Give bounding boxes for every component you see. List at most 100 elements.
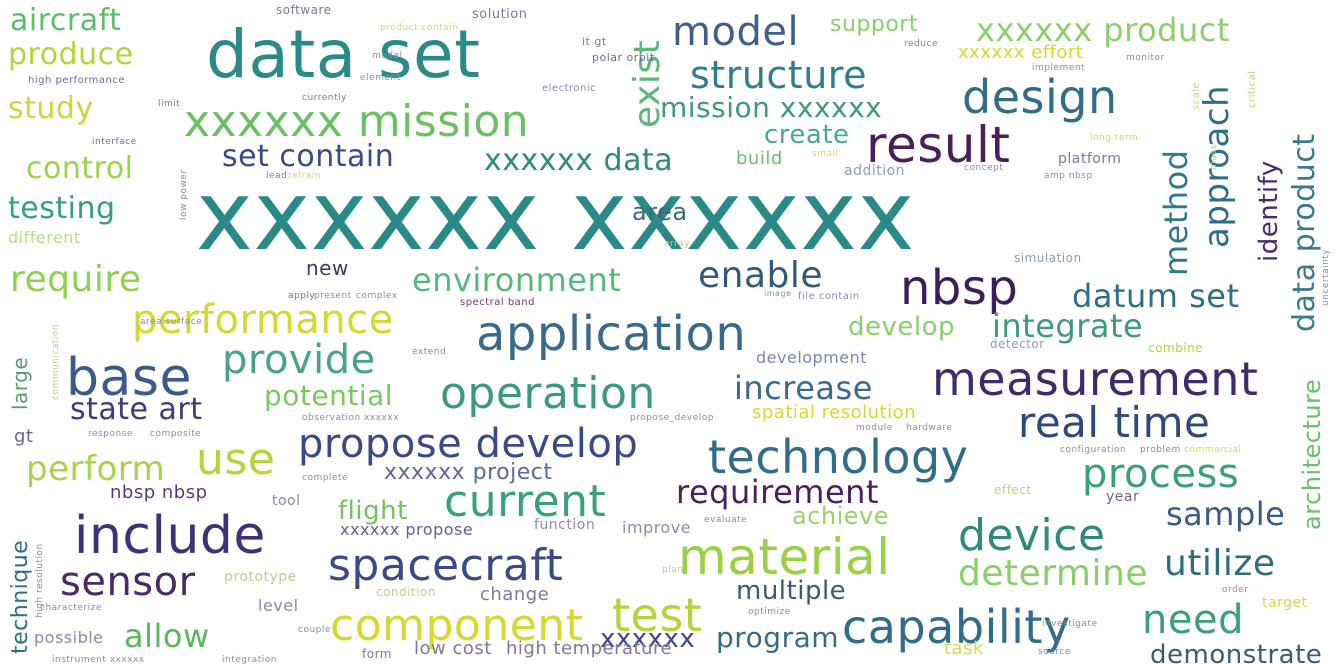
cloud-word: platform (1058, 151, 1122, 167)
cloud-word: device (958, 510, 1106, 561)
cloud-word: function (534, 517, 596, 533)
cloud-word: condition (376, 585, 436, 599)
cloud-word: year (1106, 489, 1140, 505)
cloud-word: new (306, 256, 349, 280)
cloud-word: solution (472, 7, 528, 22)
cloud-word: technology (708, 430, 969, 484)
cloud-word: high performance (28, 75, 126, 86)
cloud-word: development (756, 348, 868, 367)
cloud-word: area (632, 198, 688, 226)
cloud-word: communication (51, 323, 61, 400)
cloud-word: improve (622, 518, 692, 537)
cloud-word: sample (1166, 495, 1286, 533)
cloud-word: state art (70, 392, 203, 427)
cloud-word: xxxxxx (600, 624, 696, 654)
cloud-word: lead (266, 171, 288, 181)
cloud-word: file contain (798, 291, 860, 302)
cloud-word: real time (1018, 398, 1211, 447)
cloud-word: allow (124, 617, 210, 655)
cloud-word: xxxxxx mission (184, 96, 530, 147)
cloud-word: monitor (1126, 53, 1165, 63)
cloud-word: element (360, 73, 401, 83)
cloud-word: data product (1287, 133, 1322, 333)
cloud-word: source (1038, 647, 1071, 657)
cloud-word: need (1142, 597, 1244, 643)
cloud-word: xxxxxx propose (340, 520, 474, 539)
cloud-word: module (856, 423, 893, 433)
cloud-word: include (74, 506, 266, 566)
cloud-word: nbsp nbsp (110, 482, 208, 503)
cloud-word: characterize (40, 603, 102, 613)
cloud-word: spacecraft (328, 540, 564, 591)
cloud-word: datum set (1072, 277, 1240, 315)
cloud-word: result (866, 116, 1011, 174)
cloud-word: product contain (380, 23, 459, 33)
cloud-word: commercial (1184, 445, 1242, 455)
cloud-word: small (812, 149, 839, 159)
cloud-word: mission xxxxxx (660, 91, 883, 124)
cloud-word: perform (26, 449, 166, 489)
cloud-word: amp nbsp (1044, 171, 1093, 181)
cloud-word: present (314, 291, 352, 301)
cloud-word: interface (92, 137, 137, 147)
cloud-word: different (8, 228, 81, 247)
cloud-word: achieve (792, 502, 890, 530)
cloud-word: gt (14, 426, 34, 447)
cloud-word: xxxxxx xxxxxx (196, 160, 915, 272)
cloud-word: determine (958, 553, 1148, 594)
cloud-word: possible (34, 628, 104, 647)
cloud-word: provide (222, 337, 376, 383)
cloud-word: spectral band (460, 297, 535, 308)
cloud-word: low power (179, 169, 189, 220)
cloud-word: optimize (748, 607, 791, 617)
cloud-word: it gt (582, 35, 607, 48)
cloud-word: propose_develop (630, 413, 714, 423)
cloud-word: problem (1140, 445, 1181, 455)
cloud-word: produce (8, 37, 134, 72)
cloud-word: method (1157, 149, 1195, 276)
cloud-word: support (830, 12, 918, 37)
cloud-word: model (672, 9, 800, 55)
cloud-word: utilize (1164, 543, 1276, 584)
cloud-word: mass (1209, 144, 1219, 170)
cloud-word: high temperature (506, 638, 673, 659)
cloud-word: xxxxxx product (976, 11, 1230, 49)
cloud-word: evaluate (704, 515, 748, 525)
cloud-word: low cost (414, 638, 492, 659)
cloud-word: develop (848, 312, 956, 342)
cloud-word: change (480, 584, 550, 605)
cloud-word: response (88, 429, 133, 439)
cloud-word: couple (298, 625, 331, 635)
cloud-word: observation xxxxxx (302, 413, 400, 423)
cloud-word: refrain (288, 171, 322, 181)
cloud-word: composite (150, 429, 202, 439)
cloud-word: concept (964, 163, 1004, 173)
cloud-word: reduce (904, 39, 938, 49)
cloud-word: image (764, 289, 792, 298)
cloud-word: simulation (1014, 251, 1082, 265)
cloud-word: level (258, 596, 299, 615)
cloud-word: effect (994, 483, 1032, 497)
cloud-word: xxxxxx project (384, 460, 553, 485)
cloud-word: process (1082, 451, 1240, 497)
cloud-word: build (736, 148, 783, 169)
cloud-word: create (764, 120, 850, 150)
cloud-word: increase (734, 369, 873, 407)
cloud-word: architecture (1298, 378, 1326, 530)
cloud-word: component (330, 600, 584, 651)
cloud-word: requirement (676, 473, 879, 511)
cloud-word: electronic (542, 83, 597, 94)
cloud-word: detector (990, 337, 1045, 351)
cloud-word: area surface (140, 317, 203, 327)
cloud-word: form (362, 647, 392, 661)
cloud-word: complex (356, 291, 398, 301)
cloud-word: program (716, 621, 840, 654)
cloud-word: design (962, 70, 1118, 124)
cloud-word: measurement (932, 352, 1259, 406)
cloud-word: xxxxxx effort (958, 42, 1084, 63)
cloud-word: prototype (224, 569, 297, 585)
cloud-word: extend (412, 347, 447, 357)
cloud-word: set contain (222, 139, 395, 174)
cloud-word: currently (302, 93, 347, 103)
